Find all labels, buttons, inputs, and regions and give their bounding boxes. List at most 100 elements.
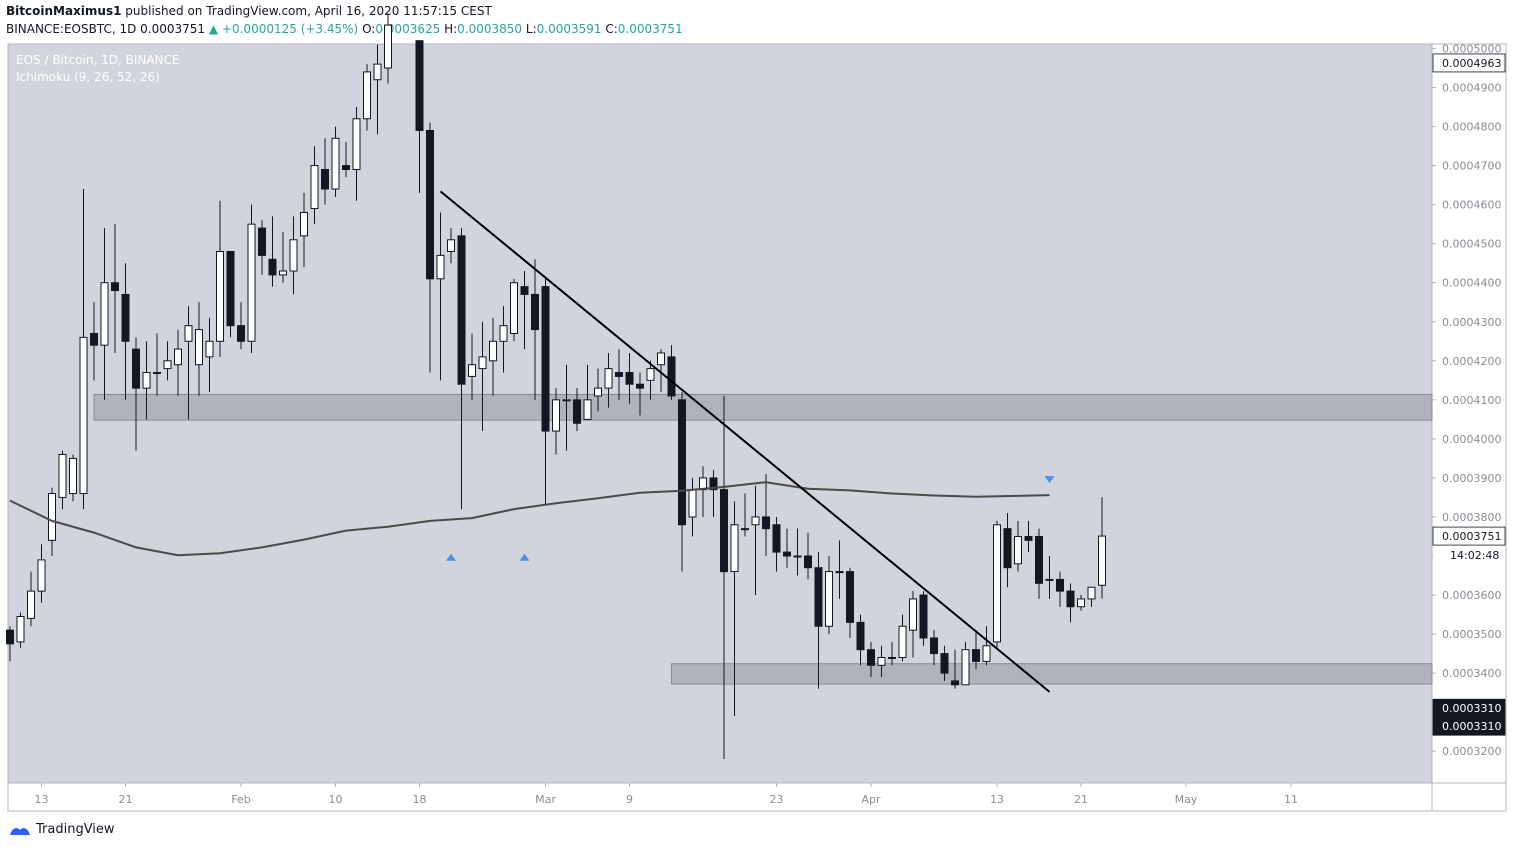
candle-body bbox=[510, 282, 518, 334]
candle-body bbox=[384, 24, 392, 69]
publish-line: BitcoinMaximus1 published on TradingView… bbox=[6, 4, 492, 18]
candle bbox=[657, 349, 665, 393]
candle bbox=[615, 349, 623, 400]
x-tick-label: 11 bbox=[1284, 793, 1298, 806]
candle-body bbox=[1087, 586, 1096, 600]
candle-body bbox=[594, 387, 602, 397]
candle bbox=[468, 333, 476, 400]
candle-body bbox=[531, 293, 539, 331]
chart-frame bbox=[7, 43, 1507, 812]
candle-body bbox=[846, 571, 854, 623]
candle bbox=[247, 204, 256, 353]
candle-body bbox=[625, 372, 634, 385]
candle-body bbox=[583, 399, 592, 420]
candle bbox=[762, 474, 770, 556]
candle-body bbox=[426, 129, 434, 280]
candle bbox=[79, 189, 88, 510]
candle bbox=[940, 645, 949, 681]
price-label-box bbox=[1433, 546, 1505, 565]
candle-body bbox=[163, 360, 172, 370]
y-tick-label: 0.0004400 bbox=[1442, 277, 1502, 290]
candle bbox=[1077, 595, 1085, 611]
y-tick-label: 0.0004000 bbox=[1442, 433, 1502, 446]
candle-body bbox=[1035, 535, 1043, 584]
candle-body bbox=[1045, 578, 1054, 581]
support-resistance-zone-2 bbox=[671, 663, 1433, 685]
candle bbox=[1014, 520, 1022, 572]
candle bbox=[720, 395, 728, 759]
candle-body bbox=[678, 399, 686, 526]
candle-body bbox=[478, 356, 487, 370]
candle bbox=[825, 555, 833, 635]
candle bbox=[972, 630, 980, 670]
candle-body bbox=[909, 598, 917, 631]
candle bbox=[877, 645, 886, 678]
candle bbox=[321, 138, 329, 205]
y-tick-label: 0.0003500 bbox=[1442, 628, 1502, 641]
candle-body bbox=[867, 649, 875, 666]
candle-body bbox=[741, 528, 749, 531]
y-tick-label: 0.0004200 bbox=[1442, 355, 1502, 368]
candle-body bbox=[457, 235, 466, 385]
candle bbox=[583, 364, 592, 420]
candle bbox=[111, 224, 119, 353]
candle-body bbox=[310, 165, 319, 210]
candle-body bbox=[562, 399, 571, 402]
candle bbox=[415, 40, 424, 193]
candle-body bbox=[825, 571, 833, 627]
candle-body bbox=[352, 118, 361, 171]
candle-body bbox=[615, 372, 623, 377]
candle-body bbox=[1077, 598, 1085, 608]
candle-body bbox=[132, 348, 140, 389]
x-tick-label: 13 bbox=[35, 793, 49, 806]
y-tick-label: 0.0003600 bbox=[1442, 589, 1502, 602]
candle bbox=[856, 614, 865, 666]
candle-body bbox=[69, 457, 77, 495]
candle bbox=[499, 306, 508, 373]
candle-body bbox=[321, 169, 329, 190]
candle bbox=[604, 352, 613, 408]
candle-body bbox=[657, 352, 665, 366]
candle-body bbox=[258, 227, 266, 256]
y-tick-label: 0.0003200 bbox=[1442, 745, 1502, 758]
candle bbox=[16, 612, 25, 648]
candle bbox=[562, 364, 571, 451]
candle bbox=[1003, 513, 1012, 588]
candle-body bbox=[1098, 535, 1106, 586]
candle-body bbox=[111, 282, 119, 292]
candle-body bbox=[100, 282, 109, 346]
price-label: 0.0004963 bbox=[1442, 57, 1502, 70]
support-resistance-zone-1 bbox=[93, 393, 1433, 421]
candle bbox=[741, 493, 749, 537]
x-tick-label: Feb bbox=[231, 793, 250, 806]
candle-body bbox=[888, 656, 896, 659]
candle bbox=[142, 341, 151, 420]
candle-body bbox=[667, 356, 676, 397]
candle-body bbox=[289, 239, 298, 272]
candle-body bbox=[331, 137, 340, 190]
candle bbox=[625, 352, 634, 404]
candle-body bbox=[604, 368, 613, 389]
candle-body bbox=[174, 348, 182, 366]
baseline-line bbox=[9, 481, 1050, 557]
candle-body bbox=[195, 329, 203, 366]
time-axis bbox=[8, 783, 1506, 811]
author-name[interactable]: BitcoinMaximus1 bbox=[6, 4, 122, 18]
y-tick-label: 0.0005000 bbox=[1442, 42, 1502, 55]
candle-body bbox=[79, 336, 88, 495]
x-tick-label: 21 bbox=[1074, 793, 1088, 806]
down-arrow-marker bbox=[1044, 476, 1055, 484]
candle bbox=[69, 454, 77, 502]
candle bbox=[90, 302, 98, 381]
candle bbox=[814, 552, 823, 689]
candle bbox=[636, 372, 644, 416]
candle bbox=[100, 228, 109, 400]
candle bbox=[909, 591, 917, 658]
candle bbox=[835, 540, 844, 599]
candle bbox=[237, 302, 245, 350]
candle-body bbox=[16, 616, 25, 643]
high-value: 0.0003850 bbox=[457, 22, 523, 36]
candle-body bbox=[772, 524, 781, 553]
candle-body bbox=[814, 567, 823, 627]
